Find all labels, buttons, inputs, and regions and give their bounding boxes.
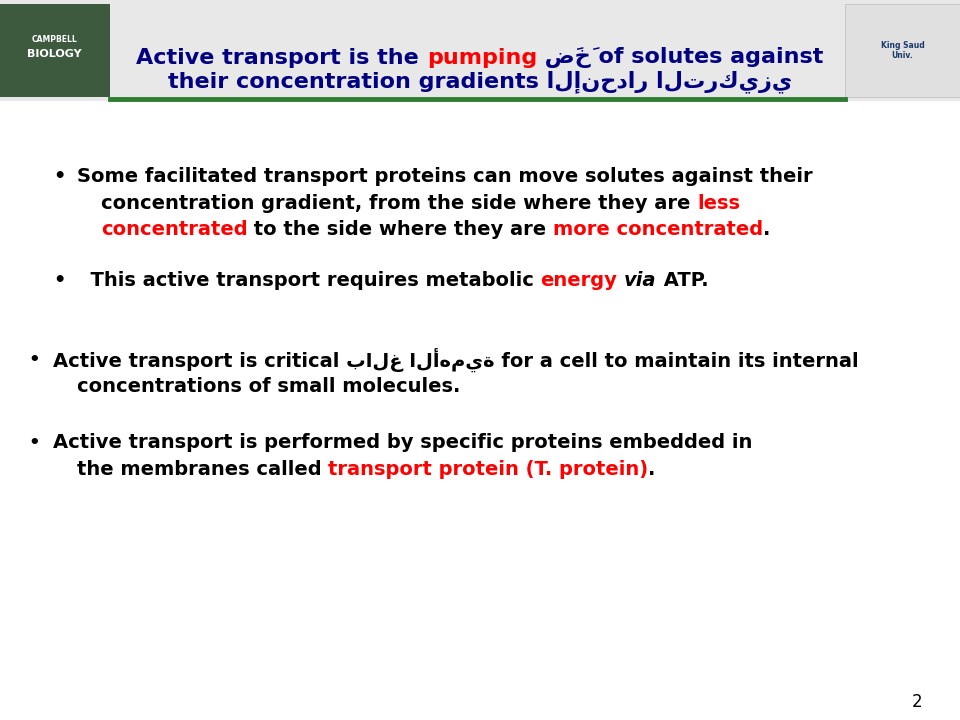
Text: 2: 2 (911, 693, 923, 711)
Bar (0, 4, 110, 97)
Text: Some facilitated transport proteins can move solutes against their: Some facilitated transport proteins can … (77, 167, 812, 186)
Text: ATP.: ATP. (657, 271, 708, 290)
Text: Active transport is critical بالغ الأهمية for a cell to maintain its internal: Active transport is critical بالغ الأهمي… (53, 348, 858, 372)
Text: concentrations of small molecules.: concentrations of small molecules. (77, 377, 460, 396)
Text: •: • (29, 433, 40, 452)
Text: transport protein (T. protein): transport protein (T. protein) (328, 460, 648, 479)
Text: This active transport requires metabolic: This active transport requires metabolic (77, 271, 540, 290)
Bar (0, 0, 960, 101)
Bar (845, 4, 960, 97)
Text: •: • (53, 167, 65, 186)
Text: BIOLOGY: BIOLOGY (28, 49, 82, 59)
Text: Active transport is the: Active transport is the (136, 48, 427, 68)
Text: •: • (29, 351, 40, 369)
Text: .: . (648, 460, 656, 479)
Text: via: via (624, 271, 657, 290)
Text: to the side where they are: to the side where they are (248, 220, 553, 239)
Text: less: less (697, 194, 740, 212)
Text: pumping: pumping (427, 48, 538, 68)
Text: CAMPBELL: CAMPBELL (32, 35, 78, 44)
Text: .: . (763, 220, 771, 239)
Text: Active transport is performed by specific proteins embedded in: Active transport is performed by specifi… (53, 433, 753, 452)
Text: •: • (53, 271, 65, 290)
Text: the membranes called: the membranes called (77, 460, 328, 479)
Text: energy: energy (540, 271, 617, 290)
Text: more concentrated: more concentrated (553, 220, 763, 239)
Text: concentration gradient, from the side where they are: concentration gradient, from the side wh… (101, 194, 697, 212)
Text: concentrated: concentrated (101, 220, 248, 239)
Text: their concentration gradients الإنحدار التركيزي: their concentration gradients الإنحدار ا… (168, 70, 792, 93)
Text: King Saud
Univ.: King Saud Univ. (880, 41, 924, 60)
Text: ضَخَ of solutes against: ضَخَ of solutes against (538, 47, 824, 68)
